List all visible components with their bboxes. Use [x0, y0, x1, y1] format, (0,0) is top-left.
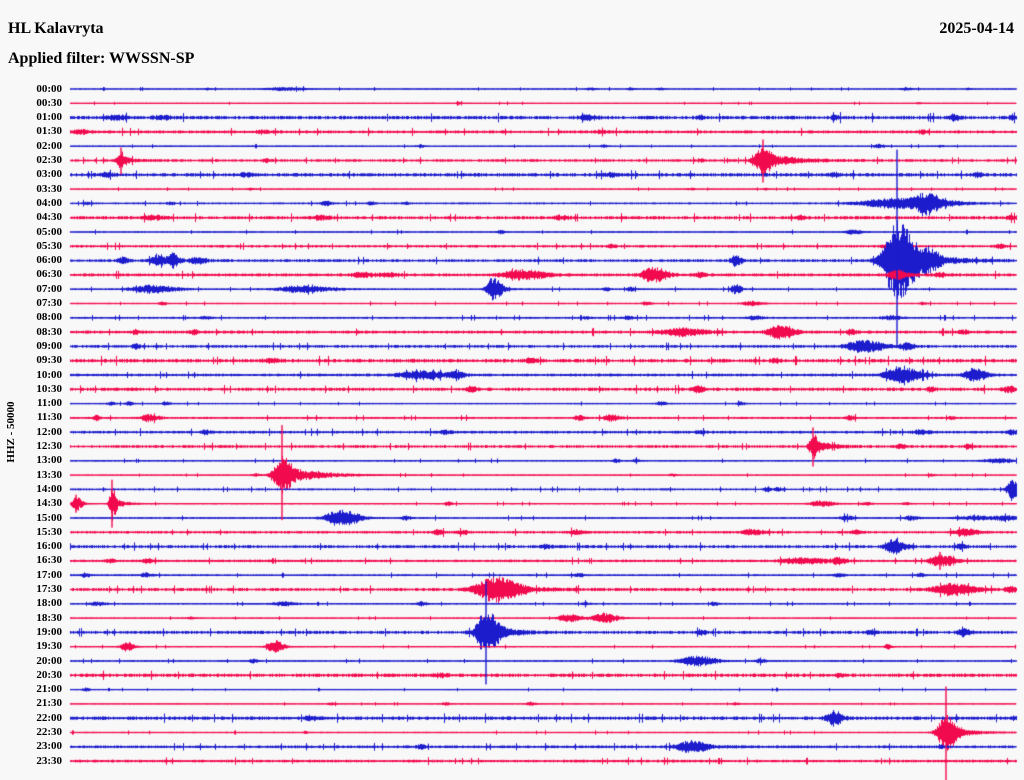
time-label: 15:30	[36, 525, 62, 538]
time-label: 04:00	[36, 196, 62, 209]
time-label: 10:30	[36, 382, 62, 395]
time-label: 19:30	[36, 640, 62, 653]
time-label: 08:30	[36, 325, 62, 338]
time-label: 06:00	[36, 254, 62, 267]
time-label: 11:00	[36, 397, 62, 410]
time-label: 17:30	[36, 583, 62, 595]
time-label: 21:00	[36, 683, 62, 696]
applied-filter-label: Applied filter: WWSSN-SP	[8, 50, 195, 67]
time-label: 20:00	[36, 654, 62, 667]
time-label: 21:30	[36, 697, 62, 710]
time-label: 00:00	[36, 82, 62, 95]
time-label: 22:30	[36, 726, 62, 738]
time-label: 16:30	[36, 554, 62, 567]
station-title: HL Kalavryta	[8, 20, 104, 37]
time-label: 03:30	[36, 182, 62, 195]
time-label: 02:00	[36, 139, 62, 152]
time-label: 14:30	[36, 497, 62, 510]
time-label: 08:00	[36, 311, 62, 324]
time-label: 07:30	[36, 297, 62, 309]
time-label: 05:00	[36, 225, 62, 238]
time-label: 11:30	[36, 411, 62, 424]
time-label: 07:00	[36, 282, 62, 295]
record-date: 2025-04-14	[939, 20, 1014, 37]
time-label: 15:00	[36, 511, 62, 524]
time-label: 18:30	[36, 611, 62, 624]
time-label: 10:00	[36, 368, 62, 381]
time-label: 12:00	[36, 425, 62, 438]
time-label: 01:00	[36, 111, 62, 124]
time-label: 09:30	[36, 354, 62, 367]
time-label: 04:30	[36, 211, 62, 224]
time-label: 13:00	[36, 454, 62, 467]
time-label: 16:00	[36, 540, 62, 553]
time-label: 13:30	[36, 468, 62, 481]
time-label: 23:00	[36, 740, 62, 753]
time-label: 00:30	[36, 96, 62, 109]
time-label: 02:30	[36, 154, 62, 166]
time-label: 09:00	[36, 339, 62, 352]
time-label: 18:00	[36, 597, 62, 610]
time-label: 03:00	[36, 168, 62, 181]
time-label: 06:30	[36, 268, 62, 281]
time-label: 20:30	[36, 668, 62, 681]
time-label: 17:00	[36, 568, 62, 581]
time-label: 19:00	[36, 625, 62, 638]
time-label: 14:00	[36, 482, 62, 495]
time-label: 01:30	[36, 125, 62, 138]
time-label: 22:00	[36, 711, 62, 724]
time-label: 23:30	[36, 754, 62, 767]
time-label: 05:30	[36, 239, 62, 252]
time-label: 12:30	[36, 440, 62, 452]
